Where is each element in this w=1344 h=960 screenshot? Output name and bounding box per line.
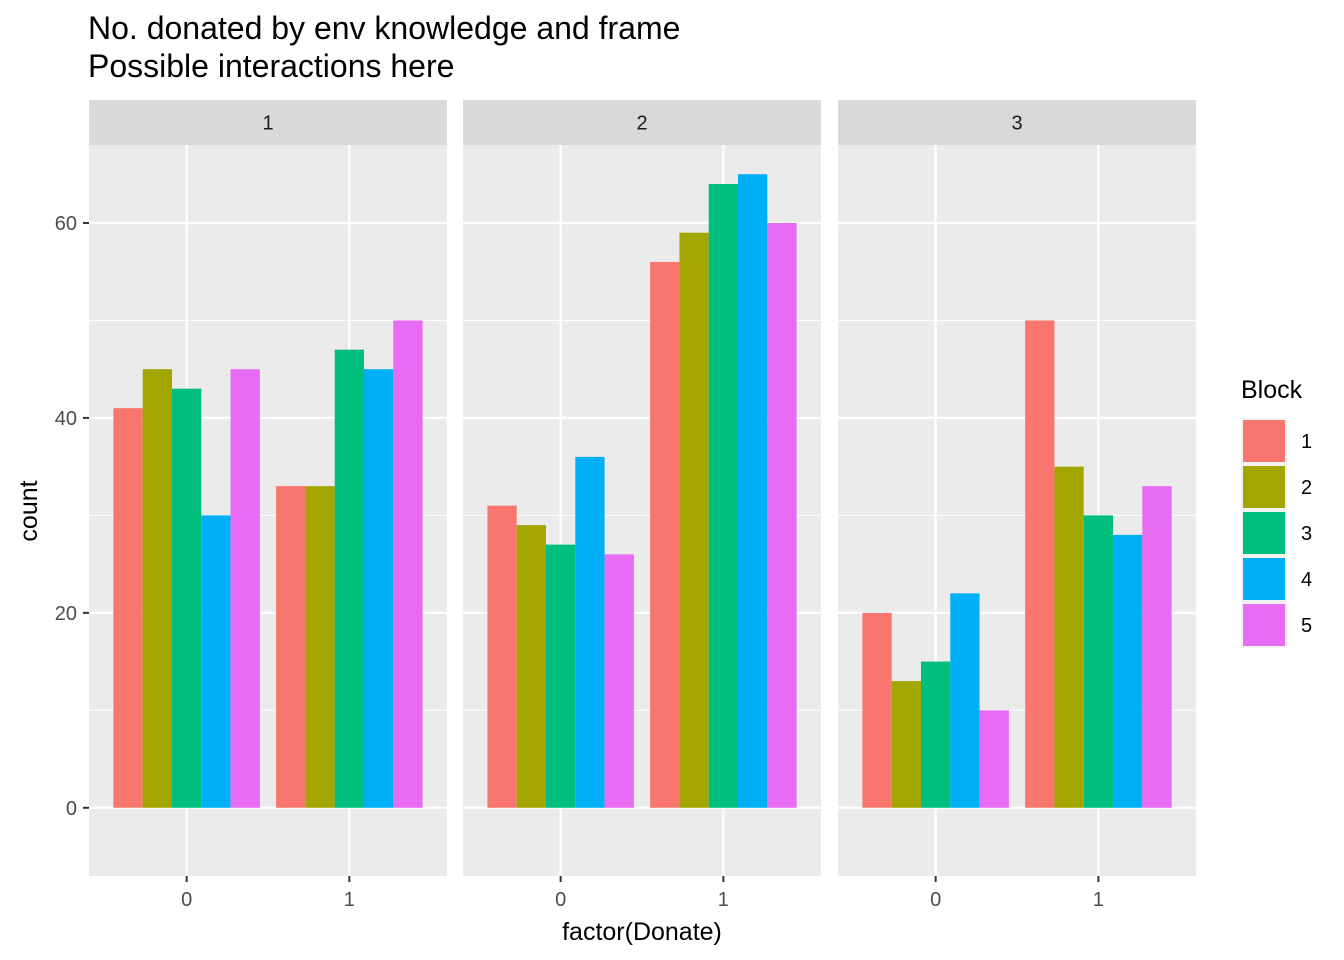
bar-facet2-donate0-block3: [545, 544, 576, 808]
x-tick-label: 0: [930, 889, 941, 911]
bar-facet1-donate1-block4: [364, 369, 394, 808]
bar-facet1-donate0-block1: [113, 408, 143, 808]
y-axis: 0 20 40 60: [55, 213, 89, 820]
y-tick-label: 60: [55, 213, 77, 235]
x-tick-label: 1: [718, 889, 729, 911]
bar-facet3-donate1-block1: [1025, 320, 1055, 808]
legend-title: Block: [1241, 376, 1303, 404]
x-tick-label: 1: [1093, 889, 1104, 911]
bar-facet3-donate0-block4: [950, 593, 980, 808]
bar-facet1-donate0-block4: [201, 515, 231, 808]
x-tick-label: 0: [555, 889, 566, 911]
legend-key-4: [1243, 558, 1285, 600]
legend-label-1: 1: [1301, 431, 1312, 453]
bar-facet3-donate0-block1: [862, 612, 892, 808]
facet-strip-label: 2: [636, 113, 647, 135]
bar-facet1-donate0-block2: [142, 369, 172, 808]
bar-facet1-donate1-block5: [393, 320, 423, 808]
legend-key-5: [1243, 604, 1285, 646]
facet-strip: [463, 100, 821, 145]
legend-label-2: 2: [1301, 477, 1312, 499]
y-tick-label: 20: [55, 603, 77, 625]
bar-facet3-donate1-block5: [1142, 486, 1172, 808]
bar-facet1-donate1-block2: [305, 486, 335, 808]
bar-facet1-donate1-block1: [276, 486, 306, 808]
x-tick-label: 0: [181, 889, 192, 911]
bar-facet2-donate0-block1: [487, 505, 517, 808]
bar-facet1-donate1-block3: [334, 349, 365, 808]
bar-facet1-donate0-block3: [171, 388, 202, 808]
facet-panel-1: 1 0 1: [89, 100, 447, 911]
facet-strip: [838, 100, 1196, 145]
y-tick-label: 40: [55, 408, 77, 430]
bar-facet3-donate1-block3: [1083, 515, 1114, 808]
bar-facet3-donate1-block4: [1113, 534, 1143, 808]
chart-title: No. donated by env knowledge and frame: [88, 10, 681, 46]
x-axis-label: factor(Donate): [562, 918, 722, 946]
bar-facet2-donate1-block1: [650, 261, 680, 808]
legend-key-2: [1243, 466, 1285, 508]
facet-strip: [89, 100, 447, 145]
legend-key-3: [1243, 512, 1285, 554]
legend-label-3: 3: [1301, 523, 1312, 545]
bar-facet2-donate0-block4: [575, 456, 605, 808]
bar-facet3-donate1-block2: [1054, 466, 1084, 808]
bar-facet3-donate0-block5: [979, 710, 1009, 808]
bar-facet3-donate0-block3: [920, 661, 951, 808]
bar-facet2-donate1-block4: [738, 174, 768, 808]
facet-strip-label: 3: [1011, 113, 1022, 135]
bar-facet1-donate0-block5: [230, 369, 260, 808]
facet-strip-label: 1: [262, 113, 273, 135]
chart-subtitle: Possible interactions here: [88, 48, 455, 84]
bar-facet2-donate0-block2: [516, 525, 546, 808]
facet-panel-3: 3 0 1: [838, 100, 1196, 911]
bar-facet2-donate1-block3: [708, 183, 739, 808]
legend-label-4: 4: [1301, 569, 1312, 591]
facet-panel-2: 2 0 1: [463, 100, 821, 911]
bar-facet2-donate1-block5: [767, 222, 797, 808]
bar-facet2-donate1-block2: [679, 232, 709, 808]
y-axis-label: count: [15, 480, 43, 541]
bar-facet3-donate0-block2: [891, 681, 921, 808]
legend-key-1: [1243, 420, 1285, 462]
bar-facet2-donate0-block5: [604, 554, 634, 808]
y-tick-label: 0: [66, 798, 77, 820]
x-tick-label: 1: [344, 889, 355, 911]
legend-label-5: 5: [1301, 615, 1312, 637]
